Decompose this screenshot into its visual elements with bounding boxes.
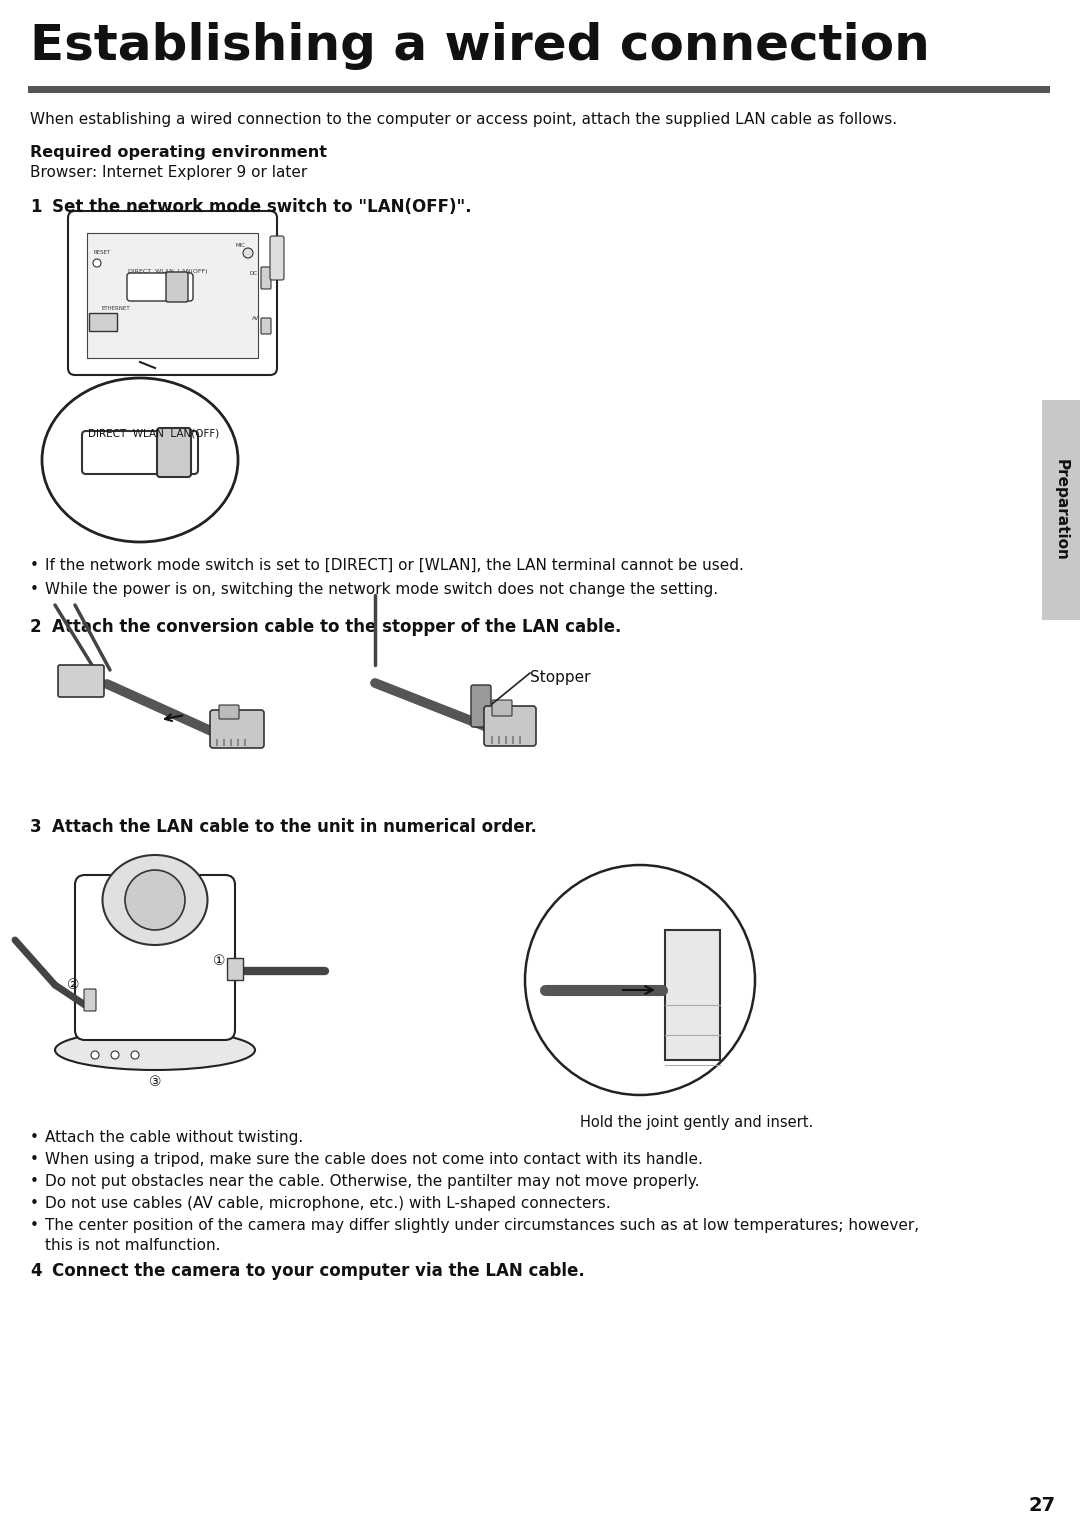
FancyBboxPatch shape	[210, 710, 264, 748]
FancyBboxPatch shape	[75, 875, 235, 1040]
FancyBboxPatch shape	[484, 705, 536, 747]
Text: DIRECT  WLAN  LAN(OFF): DIRECT WLAN LAN(OFF)	[129, 269, 207, 273]
Text: this is not malfunction.: this is not malfunction.	[45, 1238, 220, 1254]
Text: When using a tripod, make sure the cable does not come into contact with its han: When using a tripod, make sure the cable…	[45, 1151, 703, 1167]
Text: ③: ③	[149, 1075, 161, 1089]
Text: •: •	[30, 1151, 39, 1167]
Circle shape	[525, 864, 755, 1095]
Ellipse shape	[55, 1031, 255, 1070]
Text: Preparation: Preparation	[1053, 460, 1068, 560]
Text: ETHERNET: ETHERNET	[102, 305, 130, 312]
Text: Attach the LAN cable to the unit in numerical order.: Attach the LAN cable to the unit in nume…	[52, 818, 537, 835]
Text: Stopper: Stopper	[530, 670, 591, 686]
Text: The center position of the camera may differ slightly under circumstances such a: The center position of the camera may di…	[45, 1219, 919, 1232]
FancyBboxPatch shape	[219, 705, 239, 719]
Text: 27: 27	[1028, 1496, 1055, 1515]
Text: When establishing a wired connection to the computer or access point, attach the: When establishing a wired connection to …	[30, 111, 897, 127]
Text: If the network mode switch is set to [DIRECT] or [WLAN], the LAN terminal cannot: If the network mode switch is set to [DI…	[45, 557, 744, 573]
Text: •: •	[30, 1174, 39, 1190]
FancyBboxPatch shape	[89, 313, 117, 331]
Circle shape	[131, 1051, 139, 1060]
Bar	[28, 86, 1050, 93]
Text: ②: ②	[67, 977, 79, 993]
Text: While the power is on, switching the network mode switch does not change the set: While the power is on, switching the net…	[45, 582, 718, 597]
Text: Establishing a wired connection: Establishing a wired connection	[30, 21, 930, 70]
Text: •: •	[30, 582, 39, 597]
FancyBboxPatch shape	[471, 686, 491, 727]
Circle shape	[125, 870, 185, 930]
FancyBboxPatch shape	[261, 267, 271, 289]
Text: Hold the joint gently and insert.: Hold the joint gently and insert.	[580, 1115, 813, 1130]
FancyBboxPatch shape	[166, 272, 188, 302]
Text: Set the network mode switch to "LAN(OFF)".: Set the network mode switch to "LAN(OFF)…	[52, 199, 472, 215]
FancyBboxPatch shape	[58, 664, 104, 696]
Text: Attach the cable without twisting.: Attach the cable without twisting.	[45, 1130, 303, 1145]
Text: RESET: RESET	[93, 250, 110, 255]
FancyBboxPatch shape	[84, 989, 96, 1011]
Text: AV: AV	[252, 316, 259, 321]
Text: •: •	[30, 557, 39, 573]
FancyBboxPatch shape	[270, 237, 284, 279]
Text: •: •	[30, 1130, 39, 1145]
FancyBboxPatch shape	[87, 234, 258, 357]
FancyBboxPatch shape	[227, 957, 243, 980]
FancyBboxPatch shape	[157, 428, 191, 476]
Text: 4: 4	[30, 1261, 42, 1280]
Bar	[1042, 400, 1080, 620]
FancyBboxPatch shape	[82, 431, 198, 473]
FancyBboxPatch shape	[127, 273, 193, 301]
Text: Do not use cables (AV cable, microphone, etc.) with L-shaped connecters.: Do not use cables (AV cable, microphone,…	[45, 1196, 611, 1211]
Text: 2: 2	[30, 618, 42, 637]
FancyBboxPatch shape	[665, 930, 720, 1060]
Text: 3: 3	[30, 818, 42, 835]
Text: Do not put obstacles near the cable. Otherwise, the pantilter may not move prope: Do not put obstacles near the cable. Oth…	[45, 1174, 700, 1190]
Text: ①: ①	[213, 954, 226, 968]
Ellipse shape	[42, 379, 238, 542]
FancyBboxPatch shape	[492, 699, 512, 716]
Circle shape	[111, 1051, 119, 1060]
FancyBboxPatch shape	[68, 211, 276, 376]
Text: Connect the camera to your computer via the LAN cable.: Connect the camera to your computer via …	[52, 1261, 584, 1280]
Text: •: •	[30, 1196, 39, 1211]
Text: Attach the conversion cable to the stopper of the LAN cable.: Attach the conversion cable to the stopp…	[52, 618, 621, 637]
Text: Browser: Internet Explorer 9 or later: Browser: Internet Explorer 9 or later	[30, 165, 307, 180]
Text: •: •	[30, 1219, 39, 1232]
Text: 1: 1	[30, 199, 41, 215]
Circle shape	[91, 1051, 99, 1060]
Text: MIC: MIC	[235, 243, 245, 247]
Text: DC: DC	[249, 270, 258, 276]
Text: Required operating environment: Required operating environment	[30, 145, 327, 160]
Ellipse shape	[103, 855, 207, 945]
Circle shape	[243, 247, 253, 258]
FancyBboxPatch shape	[261, 318, 271, 334]
Circle shape	[93, 260, 102, 267]
Text: DIRECT  WLAN  LAN(OFF): DIRECT WLAN LAN(OFF)	[87, 428, 219, 438]
